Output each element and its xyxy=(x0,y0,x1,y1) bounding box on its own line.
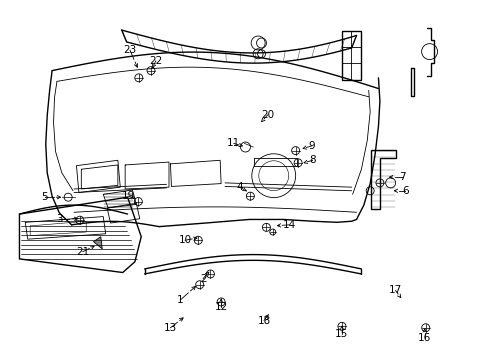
Text: 13: 13 xyxy=(163,323,177,333)
Text: 6: 6 xyxy=(401,186,408,196)
Text: 1: 1 xyxy=(177,295,183,305)
Text: 5: 5 xyxy=(41,192,48,202)
Text: 19: 19 xyxy=(122,191,135,201)
Text: 11: 11 xyxy=(227,139,240,148)
Text: 16: 16 xyxy=(417,333,430,343)
Text: 21: 21 xyxy=(76,247,89,257)
Text: 18: 18 xyxy=(257,316,270,325)
Text: 20: 20 xyxy=(261,110,274,120)
Text: 9: 9 xyxy=(308,141,314,151)
Text: 8: 8 xyxy=(309,155,315,165)
Text: 10: 10 xyxy=(178,235,191,245)
Text: 15: 15 xyxy=(335,329,348,339)
Polygon shape xyxy=(93,237,102,249)
Text: 17: 17 xyxy=(388,285,401,296)
Text: 4: 4 xyxy=(236,182,243,192)
Text: 23: 23 xyxy=(123,45,136,55)
Text: 22: 22 xyxy=(149,56,162,66)
Text: 12: 12 xyxy=(214,302,227,312)
Text: 3: 3 xyxy=(56,214,62,224)
Text: 14: 14 xyxy=(282,220,295,230)
Text: 2: 2 xyxy=(200,274,206,284)
Text: 7: 7 xyxy=(399,172,406,182)
